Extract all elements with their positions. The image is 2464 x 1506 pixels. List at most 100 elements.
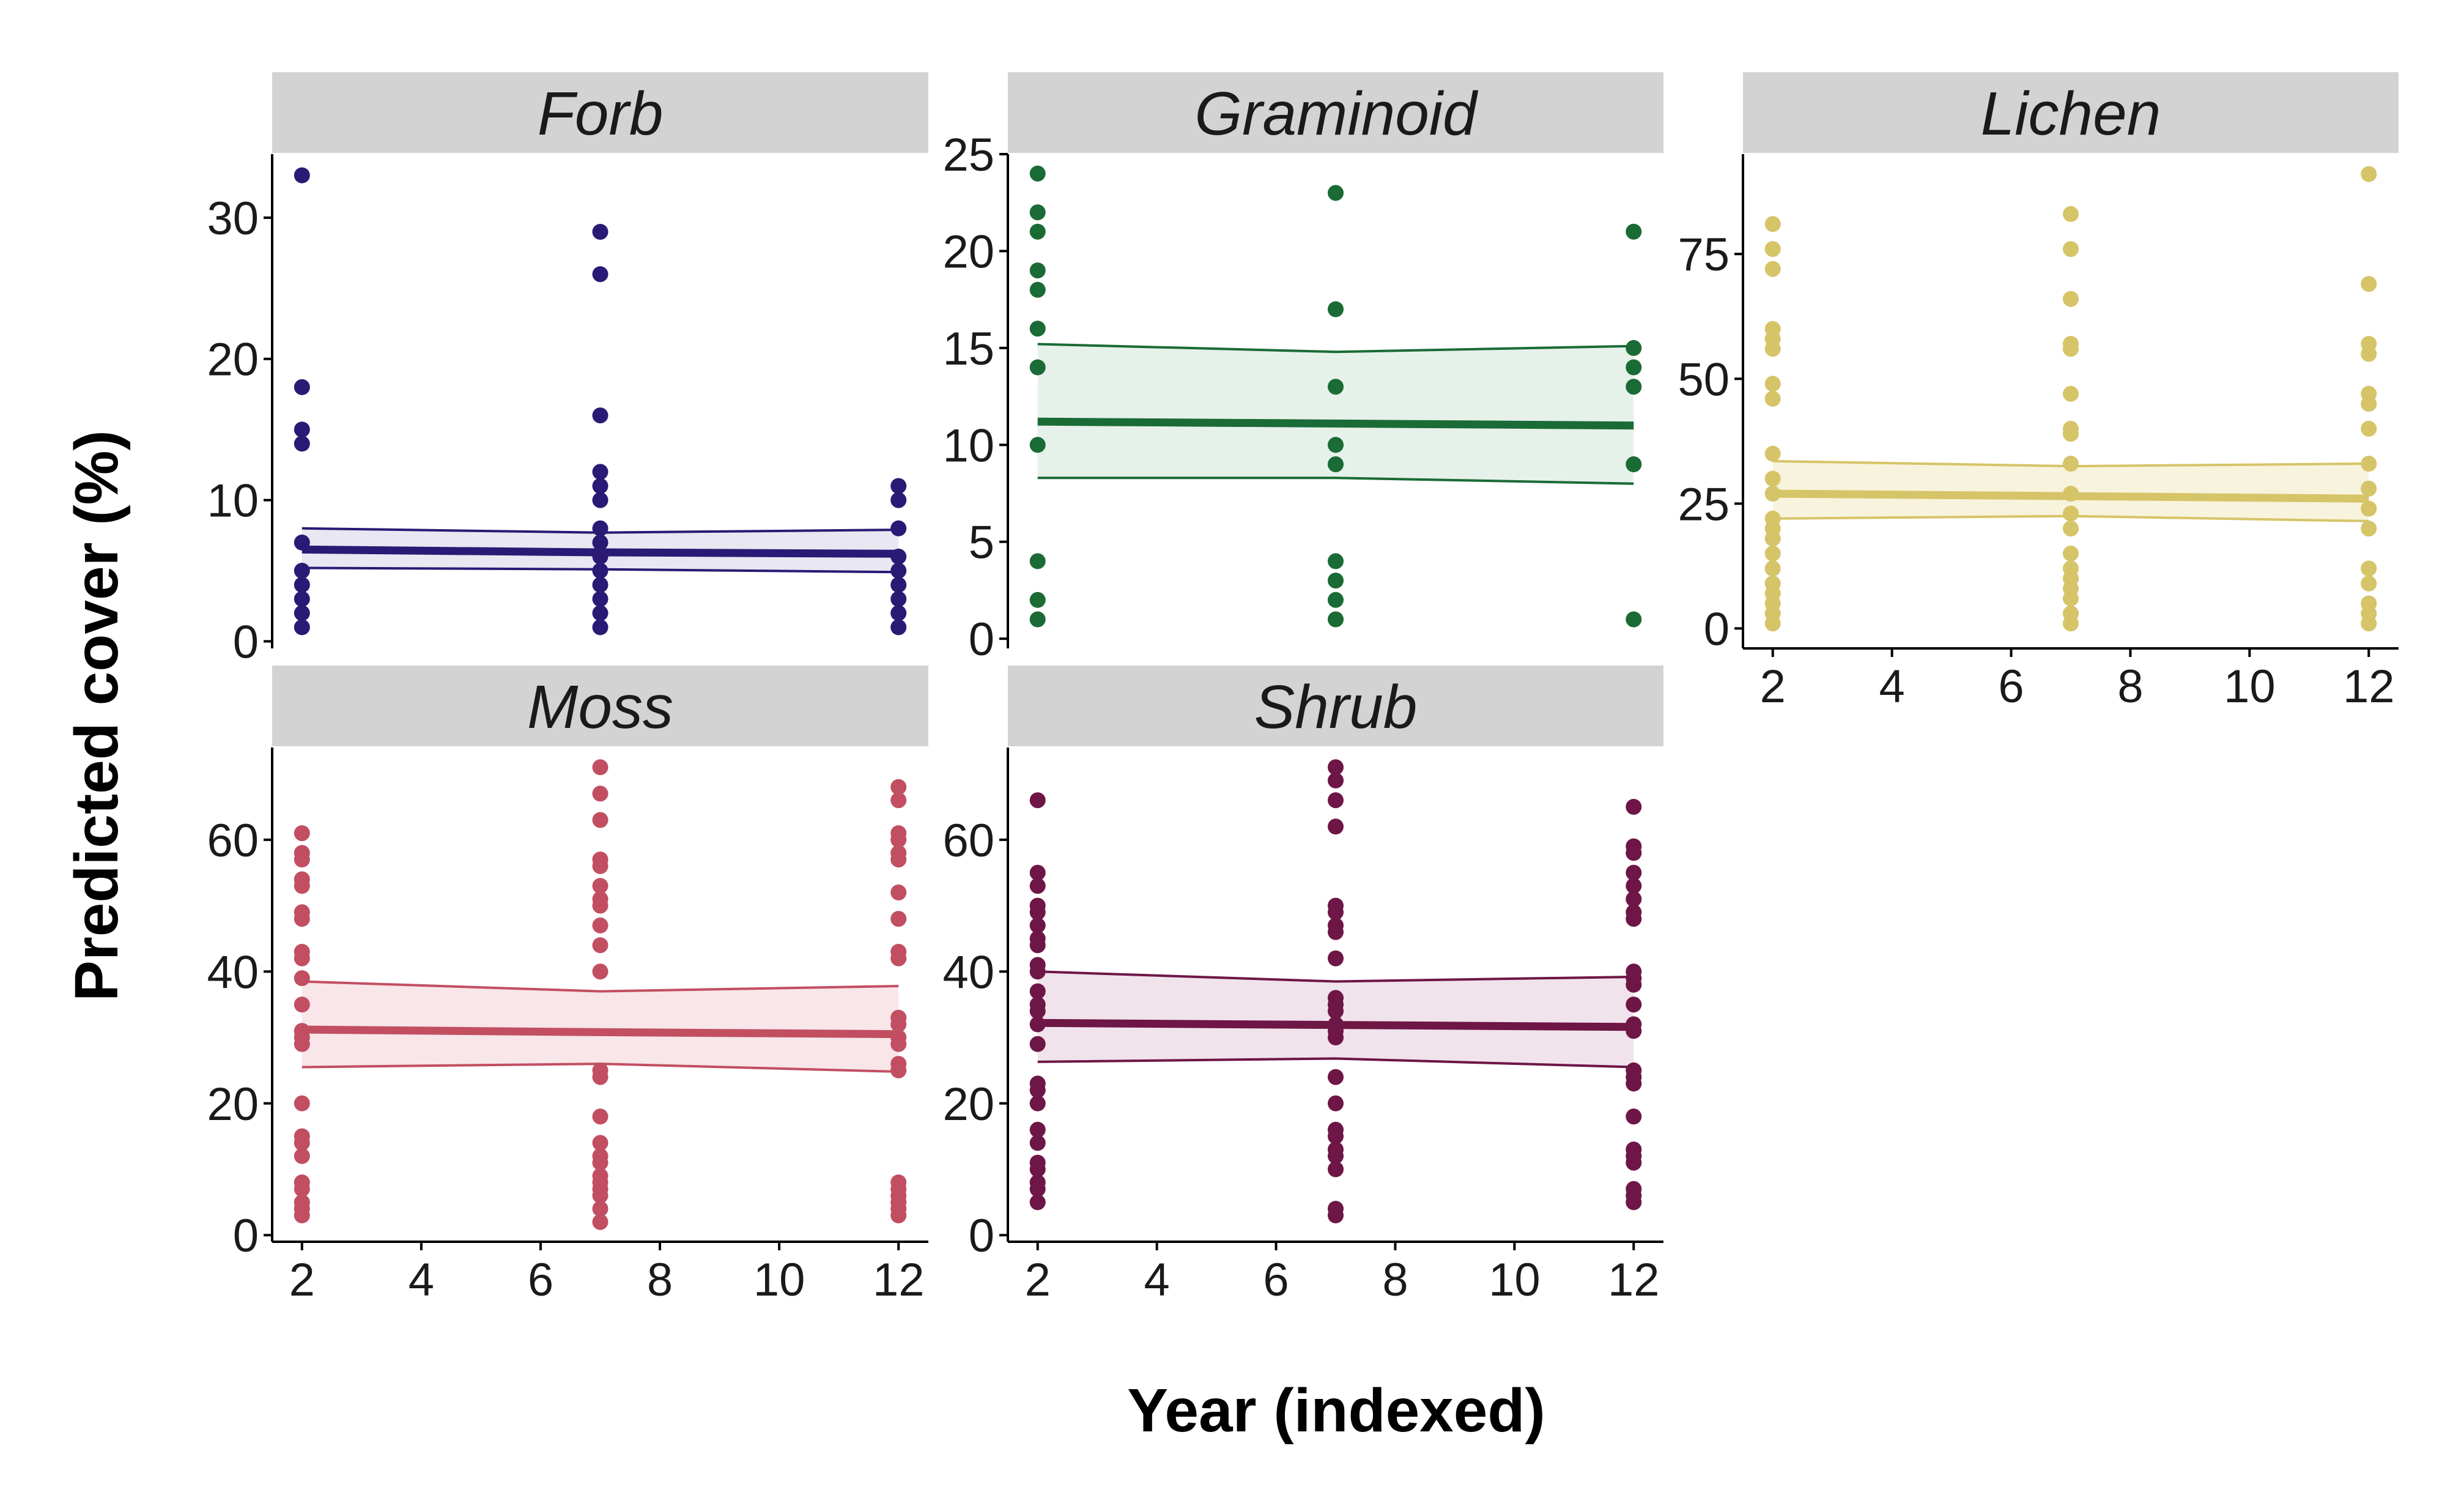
y-tick-label-graminoid: 25 bbox=[942, 129, 994, 181]
data-point-graminoid bbox=[1626, 611, 1642, 628]
data-point-lichen bbox=[2361, 396, 2377, 412]
data-point-moss bbox=[890, 1036, 907, 1052]
data-point-lichen bbox=[1764, 261, 1781, 277]
data-point-lichen bbox=[2063, 590, 2079, 607]
data-point-forb bbox=[592, 464, 609, 480]
data-point-forb bbox=[890, 591, 907, 607]
panel-graminoid: Graminoid 0 5 10 15 20 25 bbox=[942, 72, 1663, 666]
y-tick-label-forb: 30 bbox=[207, 193, 259, 245]
data-point-forb bbox=[592, 577, 609, 593]
data-point-lichen bbox=[2361, 276, 2377, 292]
data-point-lichen bbox=[1764, 615, 1781, 632]
data-point-shrub bbox=[1328, 1207, 1344, 1223]
data-point-moss bbox=[592, 759, 609, 776]
data-point-graminoid bbox=[1328, 301, 1344, 317]
y-tick-label-lichen: 50 bbox=[1678, 354, 1730, 406]
data-point-shrub bbox=[1626, 1075, 1642, 1092]
data-point-graminoid bbox=[1626, 339, 1642, 356]
panel-forb: Forb 0 10 20 30 bbox=[207, 72, 928, 668]
data-point-shrub bbox=[1626, 976, 1642, 993]
y-tick-label-forb: 20 bbox=[207, 334, 259, 386]
data-point-moss bbox=[294, 1207, 310, 1223]
data-point-shrub bbox=[1029, 917, 1046, 933]
data-point-lichen bbox=[1764, 241, 1781, 258]
data-point-moss bbox=[890, 1207, 907, 1223]
data-point-shrub bbox=[1328, 904, 1344, 921]
data-point-graminoid bbox=[1029, 262, 1046, 279]
data-point-lichen bbox=[2063, 291, 2079, 307]
y-tick-label-shrub: 0 bbox=[969, 1210, 994, 1262]
x-tick-label-shrub: 2 bbox=[1025, 1254, 1051, 1306]
data-point-moss bbox=[592, 1154, 609, 1171]
upper-bound-line-shrub bbox=[1037, 970, 1634, 983]
data-point-shrub bbox=[1328, 818, 1344, 835]
y-tick-label-graminoid: 10 bbox=[942, 420, 994, 472]
data-point-moss bbox=[294, 1036, 310, 1052]
data-point-moss bbox=[294, 970, 310, 987]
x-tick-label-shrub: 12 bbox=[1608, 1254, 1660, 1306]
data-point-moss bbox=[592, 785, 609, 802]
data-point-lichen bbox=[2063, 521, 2079, 537]
y-tick-label-graminoid: 15 bbox=[942, 323, 994, 375]
data-point-shrub bbox=[1029, 878, 1046, 894]
data-point-moss bbox=[592, 937, 609, 954]
data-point-forb bbox=[294, 421, 310, 438]
data-point-lichen bbox=[2361, 521, 2377, 537]
data-point-lichen bbox=[1764, 560, 1781, 577]
data-point-shrub bbox=[1626, 1108, 1642, 1125]
data-point-moss bbox=[294, 1148, 310, 1164]
data-point-graminoid bbox=[1328, 573, 1344, 589]
data-point-graminoid bbox=[1328, 553, 1344, 569]
data-point-lichen bbox=[1764, 530, 1781, 547]
data-point-lichen bbox=[1764, 376, 1781, 392]
strip-label-shrub: Shrub bbox=[1254, 673, 1418, 741]
data-point-lichen bbox=[2361, 346, 2377, 362]
data-point-forb bbox=[294, 577, 310, 593]
data-point-moss bbox=[294, 996, 310, 1013]
panels-layer: Forb0102030Graminoid0510152025Lichen0255… bbox=[207, 72, 2399, 1306]
data-point-moss bbox=[294, 851, 310, 868]
x-tick-label-moss: 10 bbox=[753, 1254, 805, 1306]
data-point-graminoid bbox=[1029, 223, 1046, 240]
data-point-graminoid bbox=[1029, 204, 1046, 221]
x-tick-label-moss: 8 bbox=[647, 1254, 673, 1306]
data-point-lichen bbox=[2063, 615, 2079, 632]
x-tick-label-lichen: 8 bbox=[2117, 661, 2143, 713]
panel-shrub: Shrub 0 20 40 60 2 4 6 8 10 12 bbox=[942, 666, 1663, 1306]
data-point-forb bbox=[890, 492, 907, 508]
data-point-shrub bbox=[1328, 759, 1344, 776]
fit-line-shrub bbox=[1037, 1018, 1634, 1031]
data-point-moss bbox=[294, 825, 310, 842]
panel-lichen: Lichen 0 25 50 75 2 4 6 8 10 12 bbox=[1678, 72, 2399, 713]
data-point-forb bbox=[294, 379, 310, 395]
data-point-shrub bbox=[1626, 864, 1642, 881]
fit-line-lichen bbox=[1772, 489, 2369, 503]
data-point-forb bbox=[592, 407, 609, 424]
data-point-graminoid bbox=[1626, 359, 1642, 376]
data-point-lichen bbox=[1764, 470, 1781, 487]
data-point-forb bbox=[890, 478, 907, 494]
data-point-lichen bbox=[2361, 166, 2377, 182]
strip-shrub bbox=[1008, 666, 1663, 746]
data-point-moss bbox=[890, 831, 907, 848]
y-tick-label-moss: 40 bbox=[207, 946, 259, 998]
data-point-graminoid bbox=[1029, 321, 1046, 337]
lower-bound-line-graminoid bbox=[1037, 477, 1634, 485]
data-point-forb bbox=[592, 591, 609, 607]
data-point-forb bbox=[890, 520, 907, 536]
data-point-graminoid bbox=[1029, 611, 1046, 628]
data-point-lichen bbox=[2063, 505, 2079, 522]
data-point-shrub bbox=[1029, 1082, 1046, 1099]
data-point-graminoid bbox=[1029, 553, 1046, 569]
data-point-moss bbox=[592, 858, 609, 874]
data-point-shrub bbox=[1328, 950, 1344, 966]
y-tick-label-forb: 0 bbox=[233, 616, 259, 668]
y-tick-label-moss: 20 bbox=[207, 1078, 259, 1130]
x-tick-label-lichen: 12 bbox=[2343, 661, 2395, 713]
lower-bound-line-shrub bbox=[1037, 1057, 1634, 1069]
y-tick-label-graminoid: 5 bbox=[969, 517, 994, 569]
data-point-lichen bbox=[2063, 456, 2079, 472]
data-point-graminoid bbox=[1029, 437, 1046, 453]
data-point-lichen bbox=[2361, 420, 2377, 437]
